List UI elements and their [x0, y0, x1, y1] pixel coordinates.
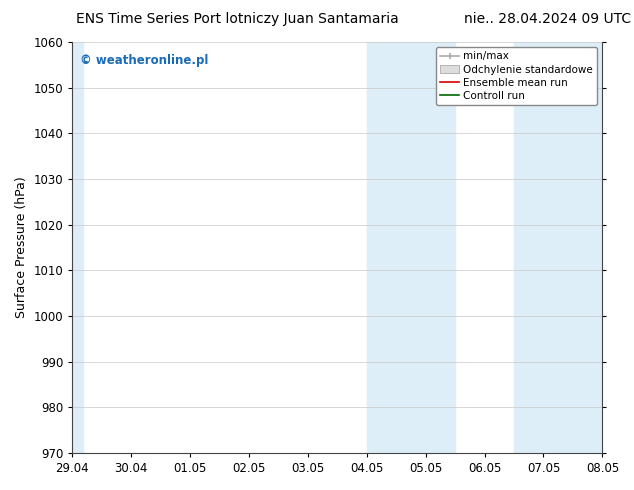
Legend: min/max, Odchylenie standardowe, Ensemble mean run, Controll run: min/max, Odchylenie standardowe, Ensembl…	[436, 47, 597, 105]
Text: nie.. 28.04.2024 09 UTC: nie.. 28.04.2024 09 UTC	[463, 12, 631, 26]
Y-axis label: Surface Pressure (hPa): Surface Pressure (hPa)	[15, 176, 28, 318]
Bar	[514, 42, 602, 453]
Bar	[367, 42, 455, 453]
Bar	[72, 42, 83, 453]
Text: © weatheronline.pl: © weatheronline.pl	[81, 54, 209, 68]
Text: ENS Time Series Port lotniczy Juan Santamaria: ENS Time Series Port lotniczy Juan Santa…	[76, 12, 399, 26]
